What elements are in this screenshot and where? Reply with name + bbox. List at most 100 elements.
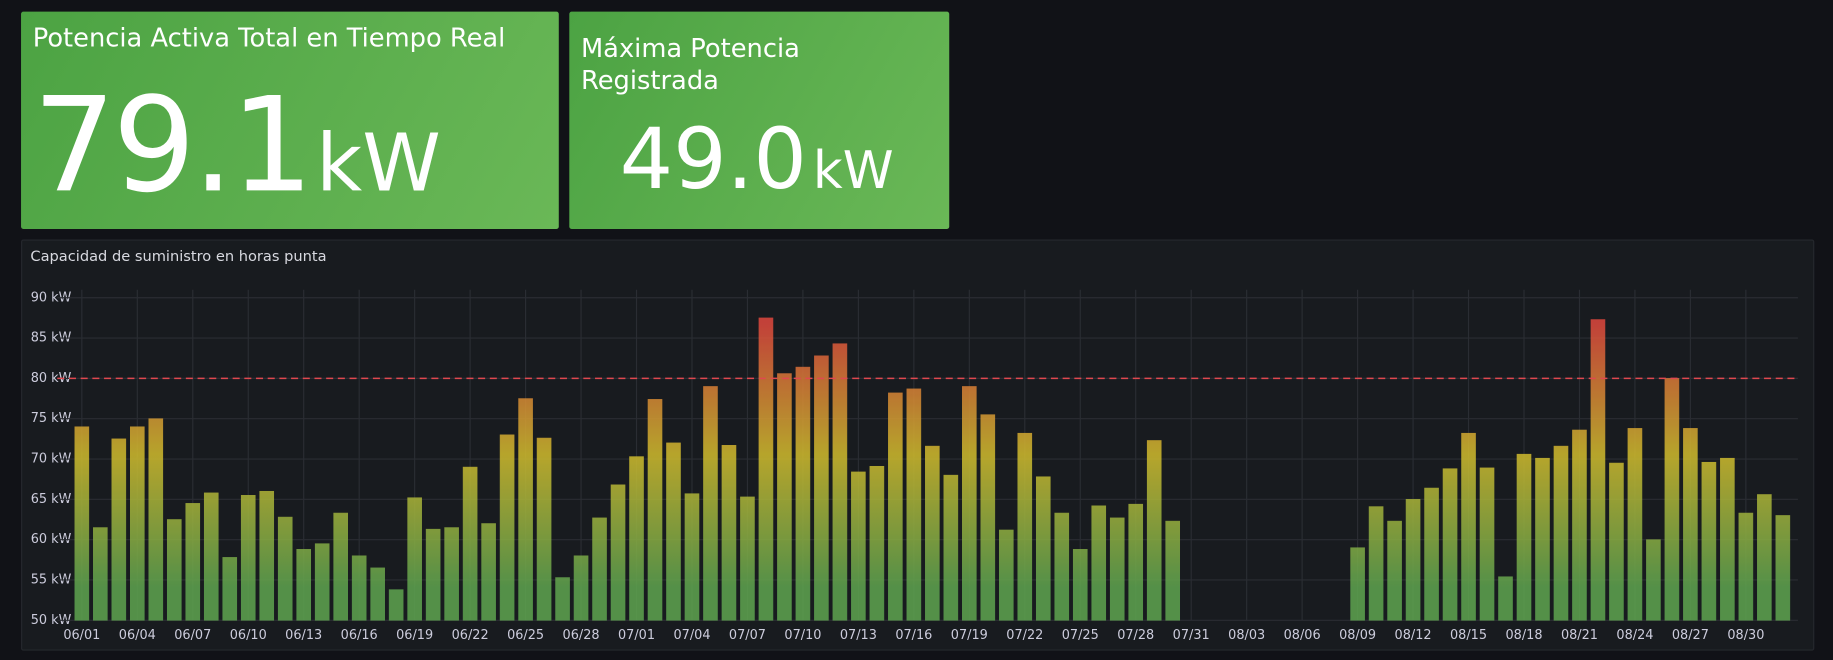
x-tick-label: 06/28 <box>563 628 600 643</box>
bar <box>962 386 977 621</box>
x-tick-label: 08/30 <box>1727 628 1764 643</box>
bar <box>703 386 718 621</box>
bar <box>1091 505 1107 621</box>
bar <box>388 589 404 621</box>
bar <box>1109 517 1125 621</box>
bar <box>573 555 589 621</box>
bar <box>647 399 663 621</box>
y-tick-label: 50 kW <box>31 613 72 628</box>
chart-panel: Capacidad de suministro en horas punta 5… <box>21 239 1815 651</box>
bar <box>1553 445 1569 621</box>
bar <box>1572 429 1587 621</box>
bar <box>518 398 533 621</box>
bar <box>1405 499 1421 621</box>
bar <box>111 438 127 621</box>
bar <box>906 388 922 621</box>
y-tick-label: 70 kW <box>31 452 72 467</box>
bar <box>370 567 385 621</box>
bar <box>1646 539 1661 621</box>
bar <box>814 355 829 621</box>
bar <box>592 517 607 621</box>
stat-title: Potencia Activa Total en Tiempo Real <box>32 24 506 54</box>
x-tick-label: 08/24 <box>1616 628 1653 643</box>
bar <box>314 543 330 621</box>
bar <box>1664 378 1680 621</box>
x-tick-label: 06/07 <box>174 628 211 643</box>
x-tick-label: 07/04 <box>673 628 710 643</box>
x-tick-label: 06/19 <box>396 628 433 643</box>
bar <box>130 426 145 621</box>
bar <box>462 466 478 621</box>
x-tick-label: 07/16 <box>895 628 932 643</box>
bar <box>1498 576 1513 621</box>
x-tick-label: 08/27 <box>1672 628 1709 643</box>
bar <box>333 512 348 621</box>
y-tick-label: 80 kW <box>31 371 72 386</box>
bar <box>1461 432 1476 621</box>
x-tick-label: 08/21 <box>1561 628 1598 643</box>
bar <box>1757 494 1772 621</box>
bar <box>499 434 515 621</box>
x-tick-label: 07/22 <box>1006 628 1043 643</box>
bar <box>1054 512 1070 621</box>
bar <box>425 528 441 621</box>
bar <box>481 523 496 621</box>
bar <box>610 484 626 621</box>
bar <box>1442 468 1458 621</box>
bar <box>1368 506 1384 621</box>
bar <box>444 527 459 621</box>
x-tick-label: 07/13 <box>840 628 877 643</box>
bar <box>296 549 312 621</box>
stat-panel: Potencia Activa Total en Tiempo Real 79.… <box>21 11 559 229</box>
bar <box>1072 549 1088 621</box>
chart: Capacidad de suministro en horas punta 5… <box>30 248 1798 643</box>
y-tick-label: 55 kW <box>31 572 72 587</box>
x-tick-label: 06/22 <box>452 628 489 643</box>
stat-unit: kW <box>812 141 894 201</box>
bar <box>943 474 959 621</box>
x-tick-label: 06/16 <box>341 628 378 643</box>
y-tick-label: 75 kW <box>31 411 72 426</box>
x-tick-label: 07/01 <box>618 628 655 643</box>
bar <box>998 529 1014 621</box>
bar <box>536 437 552 621</box>
bar <box>832 343 848 621</box>
bar <box>1701 461 1717 621</box>
bar <box>795 366 811 621</box>
bar <box>259 490 275 621</box>
bar <box>1683 428 1698 621</box>
x-tick-label: 08/12 <box>1395 628 1432 643</box>
chart-title: Capacidad de suministro en horas punta <box>30 248 326 265</box>
bar <box>351 555 367 621</box>
x-tick-label: 08/06 <box>1284 628 1321 643</box>
x-tick-label: 07/07 <box>729 628 766 643</box>
bar <box>93 527 108 621</box>
bar <box>777 373 792 621</box>
bar <box>1350 547 1365 621</box>
bar <box>1387 520 1402 621</box>
bar <box>1516 453 1532 621</box>
x-tick-label: 06/10 <box>230 628 267 643</box>
bar <box>1165 520 1181 621</box>
bar <box>1017 432 1033 621</box>
x-tick-label: 07/10 <box>784 628 821 643</box>
bar <box>1424 487 1439 621</box>
bar <box>925 445 940 621</box>
y-tick-label: 90 kW <box>31 290 72 305</box>
bar <box>1479 467 1495 621</box>
bar <box>1609 462 1624 621</box>
bar <box>1535 457 1550 621</box>
bar <box>1738 512 1754 621</box>
bar <box>851 471 866 621</box>
bar <box>222 557 238 621</box>
x-tick-label: 08/18 <box>1505 628 1542 643</box>
y-tick-label: 65 kW <box>31 492 72 507</box>
x-tick-label: 06/01 <box>63 628 100 643</box>
x-tick-label: 07/25 <box>1062 628 1099 643</box>
bar <box>185 503 201 621</box>
x-tick-label: 07/31 <box>1173 628 1210 643</box>
bar <box>240 495 256 621</box>
y-tick-label: 85 kW <box>31 331 72 346</box>
x-tick-label: 08/03 <box>1228 628 1265 643</box>
